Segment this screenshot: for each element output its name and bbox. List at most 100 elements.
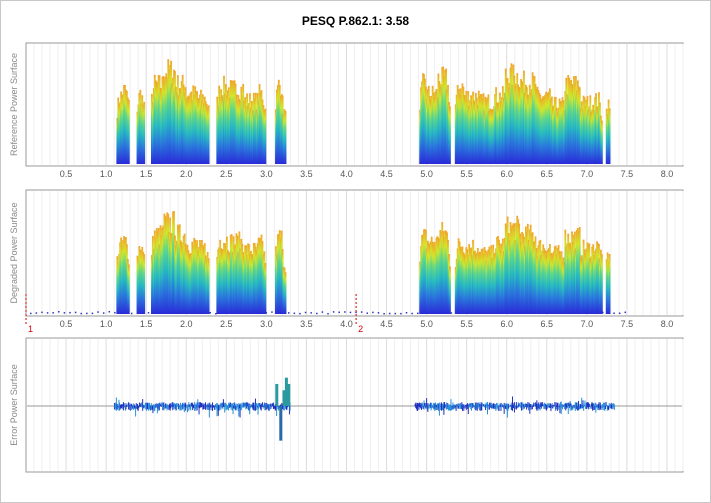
surface-bar [166, 77, 169, 164]
surface-bar [142, 251, 145, 314]
surface-bar [458, 241, 461, 314]
surface-bar [588, 243, 591, 314]
surface-bar [180, 242, 183, 314]
surface-bar [171, 83, 173, 164]
noise-dot [377, 312, 380, 314]
x-tick-label: 1.0 [100, 169, 113, 179]
x-tick-label: 7.5 [621, 169, 634, 179]
surface-bar [533, 241, 536, 314]
surface-bar [176, 75, 179, 164]
surface-bar [477, 90, 480, 164]
noise-dot [349, 311, 352, 314]
surface-bar [194, 239, 197, 314]
surface-bar [557, 108, 560, 164]
surface-bar [432, 244, 435, 314]
surface-bar [483, 110, 486, 164]
surface-bar [574, 76, 577, 164]
surface-bar [249, 93, 251, 164]
noise-dot [344, 311, 346, 313]
surface-bar [524, 93, 526, 164]
surface-bar [470, 95, 472, 164]
surface-bar [181, 74, 184, 164]
surface-bar [167, 213, 170, 314]
surface-bar [487, 249, 490, 314]
surface-bar [229, 79, 232, 164]
surface-bar [246, 93, 248, 164]
surface-bar [483, 247, 486, 314]
surface-bar [459, 88, 462, 164]
surface-bar [572, 241, 574, 314]
surface-bar [585, 248, 588, 314]
surface-bar [535, 88, 538, 164]
surface-bar [126, 97, 129, 164]
surface-bar [501, 86, 504, 164]
surface-bar [507, 233, 510, 314]
surface-bar [177, 226, 180, 314]
surface-bar [170, 232, 173, 314]
surface-bar [507, 87, 510, 164]
surface-bar [240, 238, 243, 314]
surface-bar [281, 95, 284, 164]
surface-bar [598, 92, 600, 164]
noise-dot [602, 311, 604, 314]
surface-bar [581, 258, 584, 314]
surface-bar [250, 250, 252, 314]
x-tick-label: 5.5 [460, 319, 473, 329]
surface-bar [204, 255, 207, 314]
surface-bar [491, 257, 494, 314]
surface-bar [420, 245, 422, 314]
surface-bar [241, 95, 244, 164]
marker-label: 1 [28, 324, 33, 334]
surface-bar [199, 94, 201, 164]
surface-bar [459, 246, 462, 314]
surface-bar [284, 111, 287, 164]
noise-dot [74, 311, 77, 314]
surface-bar [424, 78, 426, 164]
surface-bar [549, 253, 552, 314]
surface-bar [608, 254, 611, 314]
surface-bar [546, 92, 548, 164]
surface-bar [477, 252, 480, 314]
surface-bar [576, 227, 579, 314]
x-tick-label: 3.0 [260, 169, 273, 179]
surface-bar [419, 109, 422, 164]
surface-bar [475, 97, 478, 164]
surface-bar [565, 246, 568, 314]
surface-bar [153, 230, 156, 314]
surface-bar [570, 245, 572, 314]
surface-bar [559, 255, 562, 314]
surface-bar [443, 237, 446, 314]
surface-bar [449, 266, 451, 314]
surface-bar [279, 238, 282, 314]
surface-bar [597, 106, 599, 164]
surface-bar [124, 237, 126, 314]
surface-bar [196, 91, 198, 164]
surface-bar [478, 95, 481, 164]
surface-bar [473, 100, 475, 164]
x-tick-label: 3.0 [260, 319, 273, 329]
surface-bar [153, 74, 156, 164]
surface-bar [484, 250, 487, 314]
surface-bar [283, 267, 286, 314]
surface-bar [152, 248, 155, 314]
surface-bar [575, 229, 578, 314]
surface-bar [277, 79, 280, 164]
surface-bar [467, 254, 470, 314]
surface-bar [512, 64, 515, 164]
surface-bar [136, 111, 139, 164]
surface-bar [141, 95, 144, 164]
surface-bar [430, 95, 433, 164]
y-axis-label: Reference Power Surface [9, 53, 19, 156]
noise-dot [327, 312, 329, 315]
surface-bar [534, 84, 537, 164]
surface-bar [207, 105, 210, 164]
surface-bar [445, 68, 447, 164]
surface-bar [554, 96, 557, 164]
noise-dot [215, 312, 217, 315]
surface-bar [263, 251, 266, 314]
surface-bar [504, 223, 507, 314]
surface-bar [283, 109, 286, 164]
marker-label: 2 [358, 324, 363, 334]
surface-bar [222, 96, 224, 164]
surface-bar [420, 87, 422, 164]
